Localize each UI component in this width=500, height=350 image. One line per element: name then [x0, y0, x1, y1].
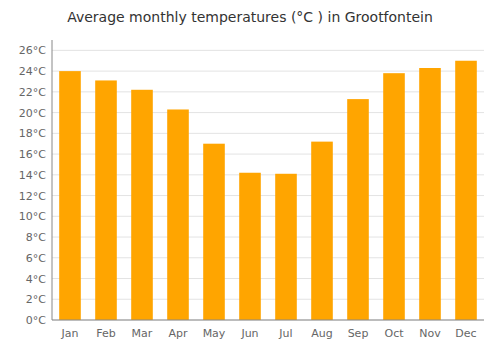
- y-tick-label: 6°C: [26, 252, 46, 265]
- bar: [203, 144, 225, 320]
- y-tick-label: 0°C: [26, 314, 46, 327]
- y-tick-label: 18°C: [19, 127, 46, 140]
- y-axis-line: [52, 40, 53, 320]
- x-tick-label: Apr: [168, 327, 188, 340]
- grid-line: [52, 50, 484, 51]
- x-tick-label: Jan: [61, 327, 79, 340]
- x-axis-line: [52, 320, 484, 321]
- chart-container: Average monthly temperatures (°C ) in Gr…: [0, 0, 500, 350]
- x-tick-label: Oct: [384, 327, 404, 340]
- bar: [383, 73, 405, 320]
- grid: [52, 50, 484, 320]
- grid-line: [52, 320, 484, 321]
- y-tick-label: 2°C: [26, 293, 46, 306]
- bar: [311, 142, 333, 320]
- y-tick-label: 8°C: [26, 231, 46, 244]
- y-tick-label: 12°C: [19, 190, 46, 203]
- y-tick-label: 24°C: [19, 65, 46, 78]
- y-tick-label: 10°C: [19, 210, 46, 223]
- x-tick-label: Jun: [240, 327, 258, 340]
- bar: [95, 80, 117, 320]
- x-tick-label: Nov: [419, 327, 441, 340]
- bar: [239, 173, 261, 320]
- x-tick-label: Aug: [311, 327, 332, 340]
- chart: Average monthly temperatures (°C ) in Gr…: [0, 0, 500, 350]
- bar: [419, 68, 441, 320]
- bars: [59, 61, 477, 320]
- title: Average monthly temperatures (°C ) in Gr…: [67, 9, 433, 25]
- x-tick-label: May: [203, 327, 226, 340]
- x-tick-label: Feb: [96, 327, 115, 340]
- bar: [347, 99, 369, 320]
- x-tick-label: Jul: [278, 327, 292, 340]
- x-tick-label: Mar: [132, 327, 153, 340]
- y-tick-label: 22°C: [19, 86, 46, 99]
- bar: [167, 109, 189, 320]
- bar: [59, 71, 81, 320]
- y-tick-label: 4°C: [26, 273, 46, 286]
- bar: [455, 61, 477, 320]
- y-tick-label: 20°C: [19, 107, 46, 120]
- y-tick-label: 26°C: [19, 44, 46, 57]
- y-tick-label: 16°C: [19, 148, 46, 161]
- x-tick-label: Dec: [455, 327, 476, 340]
- bar: [275, 174, 297, 320]
- y-tick-label: 14°C: [19, 169, 46, 182]
- x-tick-label: Sep: [348, 327, 369, 340]
- bar: [131, 90, 153, 320]
